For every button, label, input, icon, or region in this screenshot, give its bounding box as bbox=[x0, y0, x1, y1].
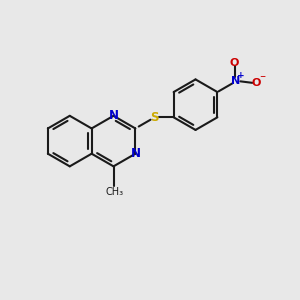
Text: N: N bbox=[231, 76, 241, 86]
Text: O: O bbox=[230, 58, 239, 68]
Text: N: N bbox=[130, 147, 140, 160]
Text: ⁻: ⁻ bbox=[260, 74, 266, 86]
Text: N: N bbox=[109, 109, 118, 122]
Text: S: S bbox=[150, 111, 159, 124]
Text: CH₃: CH₃ bbox=[105, 187, 123, 197]
Text: O: O bbox=[251, 78, 261, 88]
Text: +: + bbox=[237, 71, 245, 80]
